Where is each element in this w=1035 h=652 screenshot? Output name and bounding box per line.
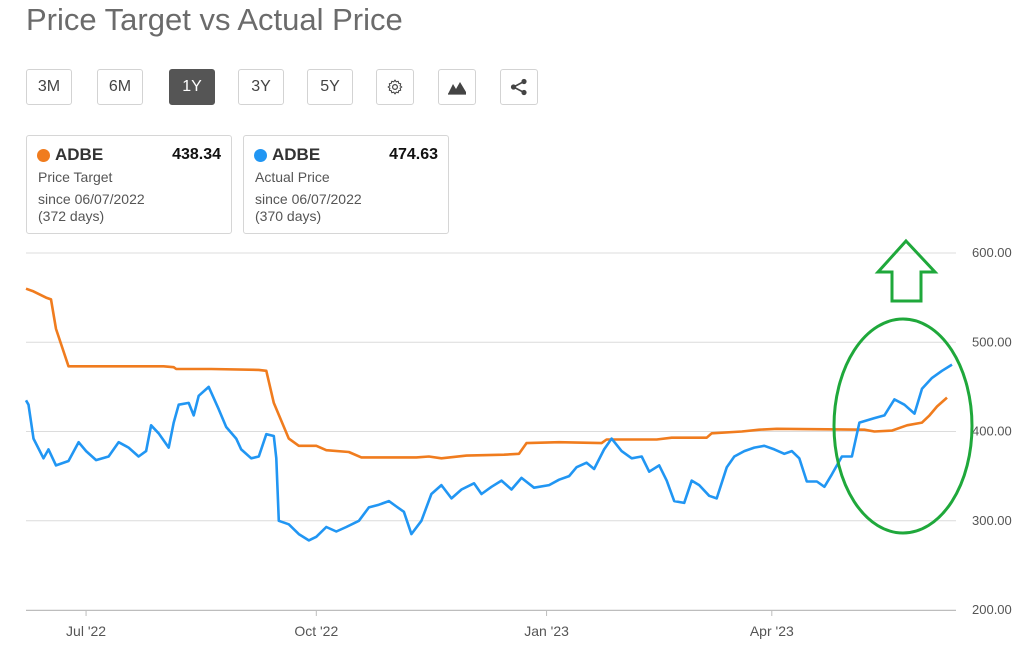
price-target-label: Price Target <box>38 169 113 185</box>
actual-price-label: Actual Price <box>255 169 330 185</box>
gear-icon <box>387 79 403 95</box>
range-3y-button[interactable]: 3Y <box>238 69 284 105</box>
price-target-since-date: since 06/07/2022 <box>38 191 145 207</box>
y-tick-label: 600.00 <box>972 245 1012 260</box>
y-tick-label: 400.00 <box>972 424 1012 439</box>
actual-price-days: (370 days) <box>255 208 322 224</box>
x-tick-label: Apr '23 <box>750 623 794 639</box>
x-tick-label: Jan '23 <box>524 623 569 639</box>
x-tick-label: Jul '22 <box>66 623 106 639</box>
gridlines <box>26 252 956 611</box>
range-1y-button[interactable]: 1Y <box>169 69 215 105</box>
x-tick-label: Oct '22 <box>294 623 338 639</box>
page-title: Price Target vs Actual Price <box>26 2 403 37</box>
x-axis: Jul '22 Oct '22 Jan '23 Apr '23 <box>66 610 794 639</box>
actual-price-since: since 06/07/2022 (370 days) <box>255 191 362 225</box>
actual-price-line <box>24 363 953 542</box>
chart-type-button[interactable] <box>438 69 476 105</box>
annotations <box>832 238 974 535</box>
actual-price-card[interactable]: ADBE 474.63 Actual Price since 06/07/202… <box>243 135 449 234</box>
mountain-chart-icon <box>448 82 466 95</box>
price-target-legend-dot <box>37 149 50 162</box>
price-target-card[interactable]: ADBE 438.34 Price Target since 06/07/202… <box>26 135 232 234</box>
price-target-symbol: ADBE <box>55 145 104 164</box>
range-3m-button[interactable]: 3M <box>26 69 72 105</box>
price-target-line <box>25 287 948 460</box>
y-axis: 600.00 500.00 400.00 300.00 200.00 <box>972 245 1012 617</box>
highlight-ellipse-annotation <box>832 317 974 535</box>
price-target-value: 438.34 <box>172 146 221 163</box>
settings-button[interactable] <box>376 69 414 105</box>
up-arrow-annotation <box>874 238 939 303</box>
range-6m-button[interactable]: 6M <box>97 69 143 105</box>
price-target-since: since 06/07/2022 (372 days) <box>38 191 145 225</box>
y-tick-label: 500.00 <box>972 334 1012 349</box>
share-button[interactable] <box>500 69 538 105</box>
actual-price-value: 474.63 <box>389 146 438 163</box>
series-lines <box>24 287 953 542</box>
actual-price-legend-dot <box>254 149 267 162</box>
y-tick-label: 200.00 <box>972 602 1012 617</box>
range-5y-button[interactable]: 5Y <box>307 69 353 105</box>
actual-price-since-date: since 06/07/2022 <box>255 191 362 207</box>
y-tick-label: 300.00 <box>972 513 1012 528</box>
actual-price-symbol: ADBE <box>272 145 321 164</box>
price-target-days: (372 days) <box>38 208 105 224</box>
share-icon <box>510 78 527 96</box>
